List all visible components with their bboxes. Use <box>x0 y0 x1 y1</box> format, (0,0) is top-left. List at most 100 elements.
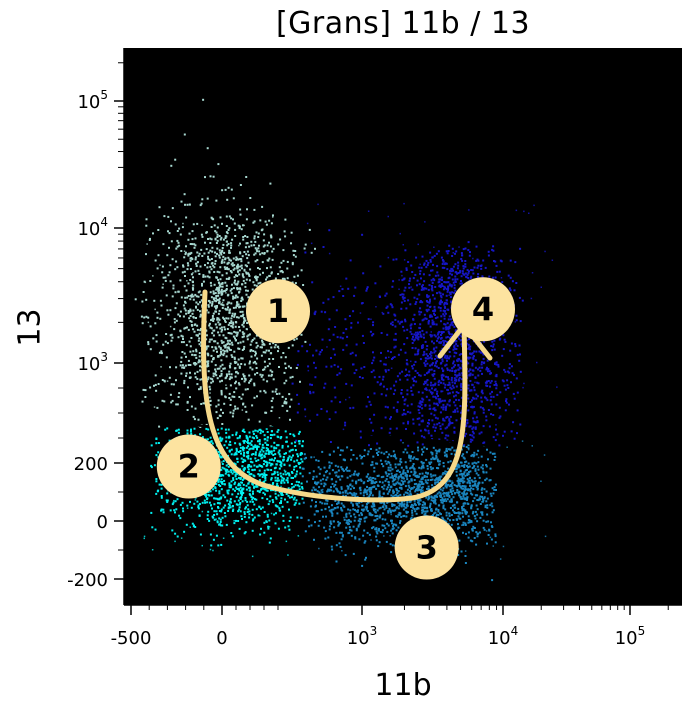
event-dot <box>268 257 271 260</box>
event-dot <box>229 443 232 446</box>
event-dot <box>206 378 209 381</box>
event-dot <box>373 505 376 508</box>
event-dot <box>165 499 168 502</box>
event-dot <box>230 317 233 320</box>
event-dot <box>241 491 244 494</box>
event-dot <box>218 301 220 304</box>
event-dot <box>464 489 466 492</box>
event-dot <box>444 354 447 357</box>
event-dot <box>485 490 488 493</box>
event-dot <box>221 282 224 284</box>
event-dot <box>241 255 244 258</box>
event-dot <box>399 521 401 524</box>
event-dot <box>421 285 423 288</box>
event-dot <box>474 484 477 487</box>
event-dot <box>197 254 200 257</box>
event-dot <box>213 329 216 332</box>
event-dot <box>246 265 248 268</box>
event-dot <box>426 362 429 365</box>
event-dot <box>284 218 287 221</box>
event-dot <box>224 515 227 518</box>
event-dot <box>275 447 278 450</box>
event-dot <box>271 434 274 437</box>
event-dot <box>408 486 411 489</box>
event-dot <box>236 304 239 307</box>
event-dot <box>220 236 223 239</box>
event-dot <box>490 494 493 497</box>
event-dot <box>280 356 283 359</box>
event-dot <box>263 488 266 491</box>
event-dot <box>434 511 437 514</box>
event-dot <box>375 528 378 531</box>
event-dot <box>321 450 324 453</box>
event-dot <box>248 516 251 519</box>
event-dot <box>472 488 475 491</box>
event-dot <box>489 492 492 495</box>
event-dot <box>411 509 414 512</box>
event-dot <box>199 378 202 381</box>
event-dot <box>214 292 217 295</box>
event-dot <box>221 307 224 309</box>
event-dot <box>451 446 454 449</box>
event-dot <box>466 472 469 475</box>
event-dot <box>464 524 467 526</box>
event-dot <box>257 267 259 269</box>
event-dot <box>229 498 232 501</box>
event-dot <box>266 468 269 471</box>
event-dot <box>191 293 194 296</box>
event-dot <box>251 483 254 486</box>
event-dot <box>448 357 450 360</box>
event-dot <box>428 389 431 392</box>
event-dot <box>413 479 416 481</box>
event-dot <box>166 309 169 312</box>
event-dot <box>218 490 221 493</box>
event-dot <box>216 513 219 516</box>
event-dot <box>236 457 239 460</box>
event-dot <box>330 489 333 492</box>
event-dot <box>475 531 478 534</box>
event-dot <box>448 399 451 402</box>
event-dot <box>216 521 219 524</box>
event-dot <box>469 489 472 492</box>
event-dot <box>257 282 260 285</box>
event-dot <box>367 501 369 504</box>
event-dot <box>363 520 366 523</box>
event-dot <box>337 475 340 478</box>
event-dot <box>457 481 460 484</box>
event-dot <box>202 275 205 278</box>
event-dot <box>381 529 384 532</box>
event-dot <box>396 481 399 484</box>
event-dot <box>286 459 289 462</box>
event-dot <box>413 483 416 486</box>
event-dot <box>342 504 345 507</box>
event-dot <box>344 491 347 494</box>
event-dot <box>473 497 476 500</box>
event-dot <box>189 345 192 348</box>
event-dot <box>415 482 418 485</box>
event-dot <box>486 497 489 500</box>
event-dot <box>367 450 370 453</box>
event-dot <box>195 306 197 309</box>
event-dot <box>220 456 222 459</box>
event-dot <box>232 409 235 412</box>
event-dot <box>426 475 428 478</box>
event-dot <box>261 443 264 446</box>
event-dot <box>442 472 445 474</box>
event-dot <box>399 460 402 463</box>
event-dot <box>477 461 480 464</box>
event-dot <box>218 235 221 237</box>
event-dot <box>224 319 226 322</box>
event-dot <box>491 452 494 455</box>
event-dot <box>194 407 197 410</box>
event-dot <box>383 503 386 506</box>
event-dot <box>359 492 362 495</box>
event-dot <box>360 479 363 482</box>
event-dot <box>283 371 286 374</box>
event-dot <box>476 513 479 516</box>
event-dot <box>393 453 396 456</box>
event-dot <box>265 464 268 467</box>
event-dot <box>162 508 165 511</box>
event-dot <box>482 357 485 360</box>
event-dot <box>475 462 478 465</box>
event-dot <box>460 480 463 483</box>
